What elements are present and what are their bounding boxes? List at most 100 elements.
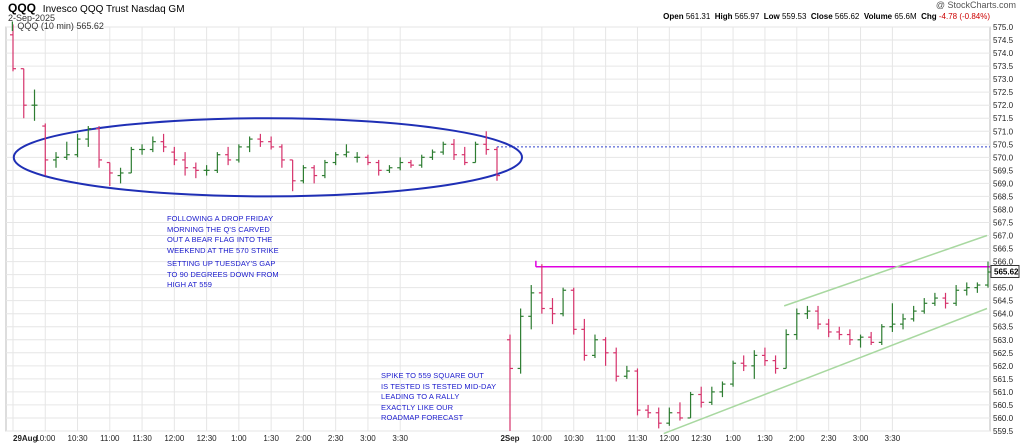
ohlc-bar — [42, 123, 49, 176]
x-tick-label: 2:00 — [296, 434, 312, 443]
ohlc-bar — [804, 305, 811, 319]
y-tick-label: 566.5 — [993, 245, 1014, 254]
high-label: High — [714, 12, 733, 21]
legend-label: QQQ (10 min) 565.62 — [17, 21, 104, 31]
open-label: Open — [663, 12, 684, 21]
y-tick-label: 563.5 — [993, 323, 1014, 332]
y-tick-label: 572.5 — [993, 88, 1014, 97]
ohlc-bar — [666, 407, 673, 426]
ohlc-bar — [300, 165, 307, 184]
ohlc-bar — [117, 167, 124, 184]
ohlc-bar — [591, 334, 598, 359]
ohlc-bar — [418, 154, 425, 168]
x-tick-label: 1:00 — [725, 434, 741, 443]
y-tick-label: 567.0 — [993, 232, 1014, 241]
ohlc-bar — [354, 152, 361, 163]
ohlc-bar — [407, 159, 414, 168]
ohlc-bar — [10, 24, 16, 72]
legend-swatch: ┃ — [10, 22, 15, 31]
ohlc-bar — [214, 152, 221, 173]
watermark: @ StockCharts.com — [935, 0, 1016, 10]
y-tick-label: 561.0 — [993, 388, 1014, 397]
high-value: 565.97 — [734, 12, 760, 21]
ohlc-bar — [332, 152, 339, 166]
ohlc-bar — [507, 334, 513, 431]
x-tick-label: 3:00 — [853, 434, 869, 443]
y-tick-label: 570.0 — [993, 153, 1014, 162]
annotation-line: WEEKEND AT THE 570 STRIKE — [167, 245, 279, 255]
ohlc-bar — [225, 146, 232, 166]
ohlc-bar — [761, 347, 768, 366]
x-tick-label: 12:00 — [164, 434, 185, 443]
x-tick-label: 10:30 — [68, 434, 89, 443]
ohlc-bar — [128, 146, 135, 174]
chart-grid — [5, 26, 991, 432]
ohlc-bar — [900, 313, 907, 330]
x-tick-label: 2Sep — [500, 434, 519, 443]
last-price-label: 565.62 — [994, 267, 1019, 276]
x-tick-label: 10:00 — [35, 434, 56, 443]
y-tick-label: 565.0 — [993, 284, 1014, 293]
volume-label: Volume — [863, 12, 893, 21]
ohlc-bar — [203, 165, 210, 176]
ohlc-bar — [20, 68, 27, 119]
annotation-line: OUT A BEAR FLAG INTO THE — [167, 235, 273, 244]
chart-date: 2-Sep-2025 — [8, 13, 56, 23]
y-tick-label: 569.0 — [993, 179, 1014, 188]
annotation-line: IS TESTED IS TESTED MID-DAY — [381, 381, 497, 391]
ohlc-bar — [953, 285, 960, 306]
ohlc-bar — [397, 157, 404, 171]
close-label: Close — [810, 12, 833, 21]
exchange-name: Nasdaq GM — [131, 4, 185, 15]
x-tick-label: 3:30 — [392, 434, 408, 443]
ohlc-bar — [846, 329, 853, 345]
ohlc-bar — [889, 303, 896, 332]
ohlc-bar — [528, 285, 535, 330]
x-tick-label: 10:30 — [564, 434, 585, 443]
ohlc-bar — [549, 298, 556, 325]
y-tick-label: 571.0 — [993, 127, 1014, 136]
ohlc-bar — [472, 141, 479, 164]
x-tick-label: 1:30 — [757, 434, 773, 443]
x-tick-label: 2:30 — [328, 434, 344, 443]
ohlc-bar — [96, 126, 103, 168]
ohlc-bar — [235, 144, 242, 163]
ohlc-bar — [321, 159, 328, 179]
ohlc-bar — [868, 331, 875, 345]
ohlc-bar — [160, 133, 167, 153]
ohlc-bar — [268, 136, 275, 150]
ohlc-bar — [942, 292, 949, 309]
ohlc-bar — [708, 386, 715, 405]
annotation-bear-flag: FOLLOWING A DROP FRIDAY MORNING THE Q'S C… — [167, 214, 279, 256]
y-tick-label: 560.5 — [993, 401, 1014, 410]
annotation-gap: SETTING UP TUESDAY'S GAP TO 90 DEGREES DO… — [167, 259, 279, 291]
ohlc-bar — [440, 141, 447, 155]
ohlc-bar — [687, 391, 694, 419]
y-tick-label: 570.5 — [993, 140, 1014, 149]
ohlc-bar — [450, 139, 457, 160]
ohlc-bar — [63, 141, 70, 160]
ohlc-bars — [10, 24, 991, 431]
ohlc-bar — [613, 347, 620, 382]
annotation-line: SETTING UP TUESDAY'S GAP — [167, 259, 276, 268]
annotation-line: ROADMAP FORECAST — [381, 413, 464, 422]
ohlc-bar — [825, 318, 832, 338]
ohlc-bar — [772, 355, 779, 374]
y-tick-label: 564.0 — [993, 310, 1014, 319]
ohlc-bar — [655, 407, 662, 429]
ohlc-bar — [182, 152, 189, 176]
open-value: 561.31 — [685, 12, 711, 21]
y-tick-label: 561.5 — [993, 375, 1014, 384]
plot-frame — [5, 26, 991, 432]
x-tick-label: 12:30 — [691, 434, 712, 443]
y-tick-label: 564.5 — [993, 297, 1014, 306]
y-tick-label: 568.5 — [993, 192, 1014, 201]
x-tick-label: 2:00 — [789, 434, 805, 443]
series-legend: ┃ QQQ (10 min) 565.62 — [10, 21, 104, 31]
ohlc-bar — [751, 350, 758, 379]
ohlc-bar — [343, 144, 350, 158]
ohlc-bar — [257, 133, 264, 147]
ohlc-bar — [623, 365, 630, 379]
channel-upper-line — [783, 234, 988, 307]
